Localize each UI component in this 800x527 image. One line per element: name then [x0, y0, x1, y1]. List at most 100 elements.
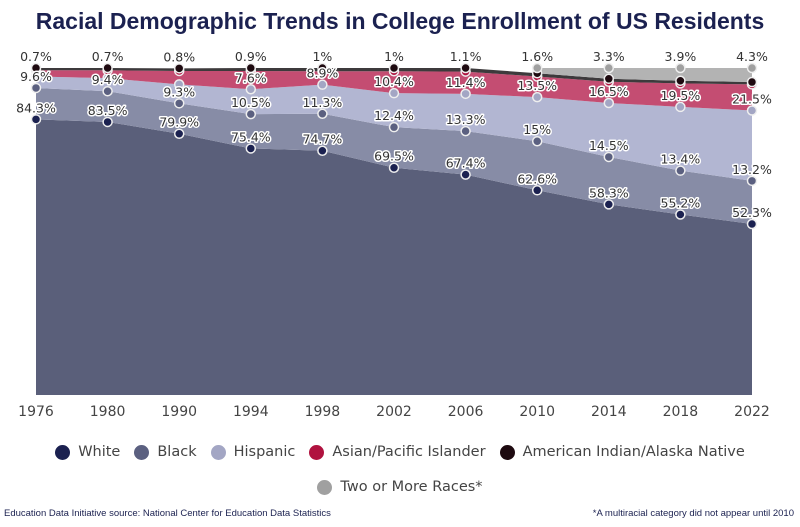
data-label-american-indian-alaska-native: 0.9%	[235, 49, 267, 64]
legend-marker-icon	[499, 444, 515, 460]
point-white	[30, 114, 42, 125]
legend-label: Two or More Races*	[340, 479, 483, 495]
data-label-white: 75.4%	[231, 129, 271, 144]
data-label-black: 11.3%	[303, 95, 343, 110]
footnote: *A multiracial category did not appear u…	[592, 508, 794, 519]
legend-label: American Indian/Alaska Native	[522, 444, 745, 460]
point-two-or-more-races	[746, 62, 758, 74]
point-hispanic	[317, 79, 328, 90]
area-hispanic	[36, 76, 752, 181]
legend-row-1: White Black Hispanic Asian/Pacific Islander…	[0, 444, 800, 460]
data-label-black: 13.2%	[732, 162, 772, 177]
legend-marker-icon	[55, 444, 71, 460]
data-label-hispanic: 7.6%	[235, 70, 267, 85]
legend-label: Hispanic	[233, 444, 296, 460]
data-label-white: 69.5%	[374, 149, 414, 164]
point-white	[102, 116, 113, 128]
point-black	[317, 108, 328, 120]
data-label-two-or-more-races: 1.6%	[521, 49, 553, 64]
x-tick-label: 2014	[591, 404, 627, 420]
point-white	[245, 143, 257, 154]
point-hispanic	[460, 88, 471, 100]
point-american-indian-alaska-native	[675, 75, 686, 87]
data-label-hispanic: 19.5%	[661, 88, 701, 103]
data-label-black: 9.6%	[20, 69, 52, 84]
point-black	[531, 135, 543, 147]
data-label-black: 14.5%	[589, 138, 629, 153]
data-label-american-indian-alaska-native: 1%	[312, 49, 332, 64]
data-label-two-or-more-races: 4.3%	[736, 49, 768, 64]
legend-item-black[interactable]: Black	[134, 444, 197, 460]
legend-marker-icon	[309, 444, 325, 460]
point-american-indian-alaska-native	[746, 76, 758, 88]
data-label-white: 55.2%	[661, 195, 701, 210]
point-white	[746, 218, 758, 230]
area-white	[36, 119, 752, 396]
point-two-or-more-races	[531, 62, 543, 74]
data-label-white: 62.6%	[517, 171, 557, 186]
data-label-hispanic: 16.5%	[589, 84, 629, 99]
point-white	[173, 128, 185, 139]
point-black	[245, 108, 257, 120]
data-label-hispanic: 8.9%	[307, 66, 339, 81]
legend-marker-icon	[210, 444, 226, 460]
point-hispanic	[675, 101, 686, 113]
data-label-hispanic: 13.5%	[517, 78, 557, 93]
data-label-white: 67.4%	[446, 156, 486, 171]
data-label-white: 58.3%	[589, 185, 629, 200]
point-two-or-more-races	[603, 62, 615, 74]
point-american-indian-alaska-native	[30, 62, 42, 74]
x-tick-label: 1976	[18, 404, 54, 420]
x-tick-label: 2018	[663, 404, 699, 420]
point-black	[30, 82, 42, 94]
legend-item-asian-pacific-islander[interactable]: Asian/Pacific Islander	[309, 444, 486, 460]
legend-item-hispanic[interactable]: Hispanic	[210, 444, 296, 460]
data-label-white: 79.9%	[159, 115, 199, 130]
data-label-black: 9.3%	[163, 84, 195, 99]
point-two-or-more-races	[675, 62, 686, 74]
point-hispanic	[746, 105, 758, 116]
point-black	[675, 165, 686, 176]
point-hispanic	[173, 79, 185, 90]
legend-marker-icon	[134, 444, 150, 460]
legend-label: Black	[157, 444, 197, 460]
data-label-american-indian-alaska-native: 1%	[384, 49, 404, 64]
source-note: Education Data Initiative source: Nation…	[4, 508, 331, 519]
point-american-indian-alaska-native	[317, 62, 328, 74]
data-label-two-or-more-races: 3.3%	[593, 49, 625, 64]
point-white	[388, 162, 400, 173]
point-black	[746, 175, 758, 187]
x-tick-label: 1990	[161, 404, 197, 420]
point-white	[317, 145, 328, 156]
point-hispanic	[245, 84, 257, 95]
x-tick-label: 1998	[305, 404, 341, 420]
chart-title: Racial Demographic Trends in College Enr…	[35, 8, 765, 34]
point-white	[460, 169, 471, 180]
legend-row-2: Two or More Races*	[0, 479, 800, 495]
point-american-indian-alaska-native	[388, 62, 400, 74]
data-label-american-indian-alaska-native: 0.7%	[92, 49, 124, 64]
legend-item-white[interactable]: White	[55, 444, 120, 460]
x-tick-label: 2010	[519, 404, 555, 420]
legend-item-two-or-more-races[interactable]: Two or More Races*	[317, 479, 483, 495]
point-american-indian-alaska-native	[460, 62, 471, 74]
legend-label: White	[78, 444, 121, 460]
data-label-white: 74.7%	[303, 132, 343, 147]
point-black	[388, 121, 400, 133]
data-label-hispanic: 11.4%	[446, 75, 486, 90]
data-label-white: 84.3%	[16, 100, 56, 115]
legend-marker-icon	[317, 479, 333, 495]
point-white	[675, 209, 686, 220]
area-two-or-more-races	[537, 68, 752, 83]
point-american-indian-alaska-native	[245, 62, 257, 74]
legend-item-american-indian-alaska-native[interactable]: American Indian/Alaska Native	[499, 444, 745, 460]
data-label-black: 10.5%	[231, 95, 271, 110]
data-label-black: 15%	[523, 122, 551, 137]
point-american-indian-alaska-native	[102, 62, 113, 74]
point-black	[173, 98, 185, 109]
x-tick-label: 1994	[233, 404, 269, 420]
data-label-white: 83.5%	[88, 103, 128, 118]
point-american-indian-alaska-native	[603, 73, 615, 85]
x-tick-label: 2002	[376, 404, 412, 420]
data-label-hispanic: 10.4%	[374, 74, 414, 89]
